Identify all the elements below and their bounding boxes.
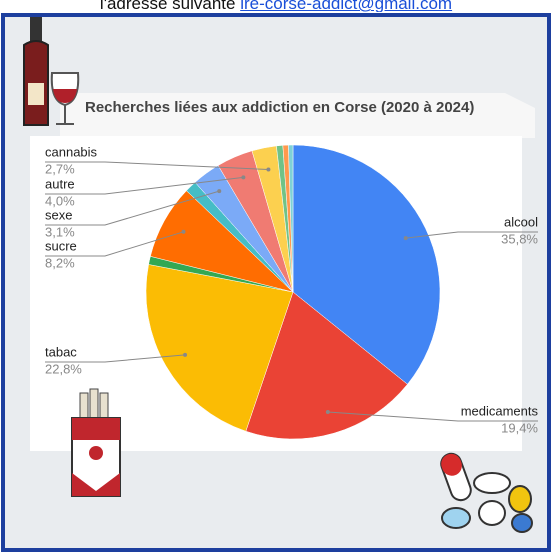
intro: l'adresse suivante bbox=[99, 0, 236, 12]
leader-dot bbox=[403, 236, 408, 241]
slice-label: medicaments bbox=[461, 403, 539, 418]
pie-slice bbox=[292, 144, 441, 385]
email-link[interactable]: ire-corse-addict@gmail.com bbox=[240, 0, 453, 12]
leader-line bbox=[45, 161, 269, 170]
cigarette-icon bbox=[71, 388, 121, 497]
leader-line bbox=[45, 354, 186, 363]
top-text: l'adresse suivante ire-corse-addict@gmai… bbox=[0, 0, 552, 12]
leader-dot bbox=[217, 189, 222, 194]
leader-dot bbox=[325, 409, 330, 414]
wine-icon bbox=[23, 17, 80, 126]
leader-dot bbox=[266, 167, 271, 172]
pills-icon bbox=[440, 452, 533, 533]
slice-label: cannabis bbox=[45, 144, 98, 159]
leader-line bbox=[45, 176, 244, 195]
leader-dot bbox=[181, 229, 186, 234]
leader-dot bbox=[241, 175, 246, 180]
leader-dot bbox=[183, 352, 188, 357]
value-label: 22,8% bbox=[45, 361, 82, 376]
value-label: 19,4% bbox=[501, 420, 538, 435]
value-label: 2,7% bbox=[45, 161, 75, 176]
slice-label: tabac bbox=[45, 344, 77, 359]
value-label: 3,1% bbox=[45, 224, 75, 239]
leader-line bbox=[45, 231, 184, 257]
slice-label: sucre bbox=[45, 238, 77, 253]
value-label: 4,0% bbox=[45, 193, 75, 208]
pie-slice bbox=[145, 264, 294, 432]
leader-line bbox=[405, 231, 538, 239]
value-label: 8,2% bbox=[45, 255, 75, 270]
value-label: 35,8% bbox=[501, 231, 538, 246]
chart: Recherches liées aux addiction en Corse … bbox=[1, 13, 551, 552]
slice-label: sexe bbox=[45, 207, 72, 222]
leader-line bbox=[327, 411, 538, 422]
slice-label: autre bbox=[45, 176, 75, 191]
title-banner bbox=[60, 93, 535, 138]
pie-slice bbox=[245, 291, 408, 440]
chart-title: Recherches liées aux addiction en Corse … bbox=[85, 99, 474, 116]
leader-line bbox=[45, 190, 220, 226]
slice-label: alcool bbox=[504, 214, 538, 229]
pie-slice bbox=[288, 144, 294, 293]
